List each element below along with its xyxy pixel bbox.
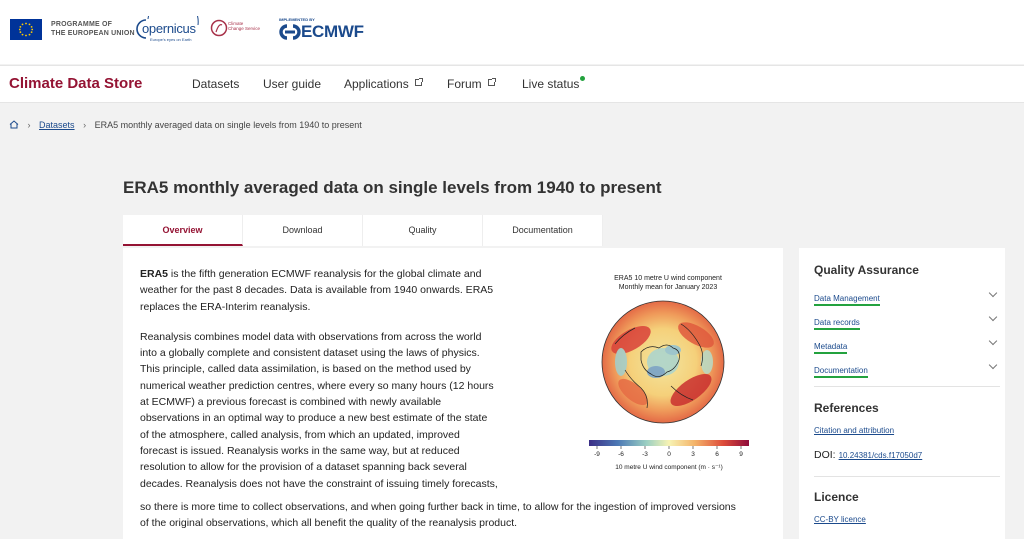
description-line: so there is more time to collect observa…: [140, 501, 736, 513]
licence-link[interactable]: CC-BY licence: [814, 515, 866, 524]
nav-user-guide[interactable]: User guide: [263, 77, 322, 91]
colorbar-tick-label: 6: [715, 451, 719, 458]
c3s-logo[interactable]: Climate Change Service: [210, 16, 262, 42]
colorbar-tick-label: 3: [691, 451, 695, 458]
quality-assurance-heading: Quality Assurance: [814, 263, 919, 277]
chevron-down-icon: [988, 312, 998, 322]
breadcrumb-separator: ›: [27, 120, 31, 130]
nav-datasets[interactable]: Datasets: [192, 77, 240, 91]
colorbar-label: 10 metre U wind component (m · s⁻¹): [615, 464, 723, 471]
qa-item-data-records[interactable]: Data records: [814, 312, 1000, 330]
home-icon[interactable]: [9, 120, 19, 131]
chevron-down-icon: [988, 336, 998, 346]
sidebar-panel: Quality Assurance Data Management Data r…: [799, 248, 1005, 539]
breadcrumb-separator: ›: [83, 120, 87, 130]
qa-item-metadata[interactable]: Metadata: [814, 336, 1000, 354]
description-line: into a globally complete and consistent …: [140, 347, 480, 360]
eu-programme-text: PROGRAMME OF THE EUROPEAN UNION: [51, 21, 135, 37]
description-line: decades. Reanalysis does not have the co…: [140, 477, 498, 490]
citation-link[interactable]: Citation and attribution: [814, 426, 895, 435]
eu-flag-icon: [10, 19, 42, 40]
divider: [814, 476, 1000, 477]
main-navigation: Climate Data Store Datasets User guide A…: [0, 65, 1024, 103]
qa-item-documentation[interactable]: Documentation: [814, 360, 1000, 378]
breadcrumb: › Datasets › ERA5 monthly averaged data …: [9, 120, 362, 131]
description-line: of the atmosphere, called analysis, from…: [140, 428, 460, 441]
colorbar: -9 -6 -3 0 3 6 9: [589, 440, 749, 458]
references-heading: References: [814, 401, 879, 415]
tab-overview[interactable]: Overview: [123, 215, 243, 246]
breadcrumb-datasets-link[interactable]: Datasets: [39, 120, 75, 130]
brand-link[interactable]: Climate Data Store: [9, 75, 143, 92]
logo-bar: PROGRAMME OF THE EUROPEAN UNION opernicu…: [0, 0, 1024, 64]
copernicus-logo[interactable]: opernicus Europe's eyes on Earth: [136, 16, 200, 42]
chevron-down-icon: [988, 360, 998, 370]
doi-link[interactable]: 10.24381/cds.f17050d7: [838, 451, 923, 460]
chevron-down-icon: [988, 288, 998, 298]
licence-heading: Licence: [814, 490, 859, 504]
figure-title: ERA5 10 metre U wind component Monthly m…: [614, 275, 722, 291]
ecmwf-logo[interactable]: IMPLEMENTED BY ECMWF: [279, 17, 364, 41]
nav-forum[interactable]: Forum: [447, 77, 496, 91]
live-status-indicator-icon: [580, 76, 586, 81]
doi-text: DOI: 10.24381/cds.f17050d7: [814, 449, 923, 461]
colorbar-tick-label: 0: [667, 451, 671, 458]
external-link-icon: [487, 78, 496, 86]
description-line: resolution to allow for the provision of…: [140, 461, 467, 474]
colorbar-tick-label: 9: [739, 451, 743, 458]
colorbar-tick-label: -3: [642, 451, 648, 458]
nav-live-status[interactable]: Live status: [522, 76, 586, 91]
description-line: of the original observations, which all …: [140, 517, 518, 530]
description-line: observations in an optimal way to produc…: [140, 412, 488, 425]
description-line: forecast is issued. Reanalysis works in …: [140, 444, 460, 457]
nav-applications[interactable]: Applications: [344, 77, 423, 91]
description-paragraph-1: ERA5 is the fifth generation ECMWF reana…: [140, 268, 494, 313]
description-line: Reanalysis combines model data with obse…: [140, 330, 482, 343]
divider: [814, 386, 1000, 387]
colorbar-tick-label: -9: [594, 451, 600, 458]
tab-download[interactable]: Download: [243, 215, 363, 246]
tab-quality[interactable]: Quality: [363, 215, 483, 246]
dataset-tabs: Overview Download Quality Documentation: [123, 215, 603, 246]
external-link-icon: [414, 78, 423, 86]
page-title: ERA5 monthly averaged data on single lev…: [123, 178, 662, 197]
overview-panel: ERA5 is the fifth generation ECMWF reana…: [123, 248, 783, 539]
qa-item-data-management[interactable]: Data Management: [814, 288, 1000, 306]
dataset-description: ERA5 is the fifth generation ECMWF reana…: [140, 266, 510, 506]
description-line: This principle, called data assimilation…: [140, 363, 471, 376]
wind-map-image: [601, 300, 725, 424]
description-line: numerical weather prediction centres, wh…: [140, 379, 494, 392]
breadcrumb-current: ERA5 monthly averaged data on single lev…: [94, 120, 362, 130]
colorbar-tick-label: -6: [618, 451, 624, 458]
description-paragraph-2-continued: so there is more time to collect observa…: [140, 499, 780, 532]
description-paragraph-2: Reanalysis combines model data with obse…: [140, 329, 510, 492]
description-line: at ECMWF) a previous forecast is combine…: [140, 396, 442, 409]
tab-documentation[interactable]: Documentation: [483, 215, 603, 246]
